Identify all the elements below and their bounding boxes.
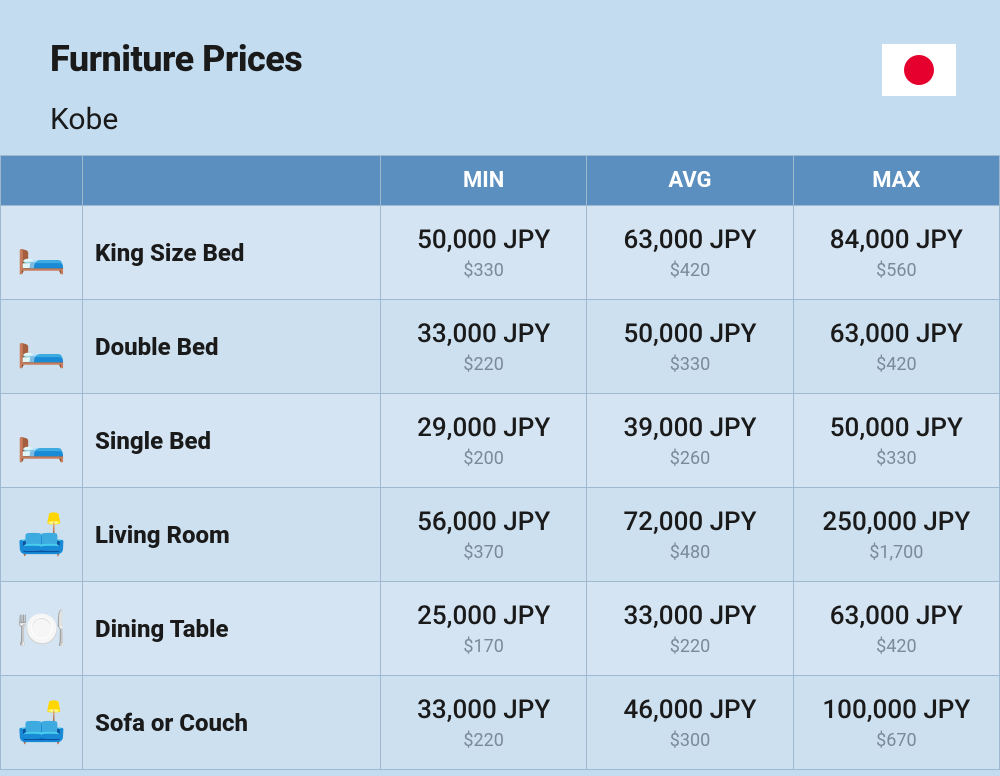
price-secondary: $220 xyxy=(381,730,586,751)
dining-icon: 🍽️ xyxy=(1,582,83,676)
price-secondary: $420 xyxy=(794,354,999,375)
table-header-row: MIN AVG MAX xyxy=(1,156,1000,206)
sofa-icon: 🛋️ xyxy=(1,676,83,770)
table-row: 🛋️ Sofa or Couch 33,000 JPY $220 46,000 … xyxy=(1,676,1000,770)
price-secondary: $670 xyxy=(794,730,999,751)
cell-avg: 39,000 JPY $260 xyxy=(587,394,793,488)
price-secondary: $200 xyxy=(381,448,586,469)
price-primary: 56,000 JPY xyxy=(381,506,586,539)
price-secondary: $480 xyxy=(587,542,792,563)
price-primary: 50,000 JPY xyxy=(381,224,586,257)
price-primary: 63,000 JPY xyxy=(587,224,792,257)
table-row: 🛏️ King Size Bed 50,000 JPY $330 63,000 … xyxy=(1,206,1000,300)
price-primary: 46,000 JPY xyxy=(587,694,792,727)
col-header-name xyxy=(83,156,381,206)
price-secondary: $170 xyxy=(381,636,586,657)
table-body: 🛏️ King Size Bed 50,000 JPY $330 63,000 … xyxy=(1,206,1000,770)
price-primary: 250,000 JPY xyxy=(794,506,999,539)
bed-icon: 🛏️ xyxy=(1,206,83,300)
price-secondary: $330 xyxy=(587,354,792,375)
price-primary: 29,000 JPY xyxy=(381,412,586,445)
flag-dot-icon xyxy=(904,55,934,85)
cell-max: 63,000 JPY $420 xyxy=(793,300,999,394)
table-row: 🛋️ Living Room 56,000 JPY $370 72,000 JP… xyxy=(1,488,1000,582)
cell-min: 33,000 JPY $220 xyxy=(381,300,587,394)
table-row: 🛏️ Double Bed 33,000 JPY $220 50,000 JPY… xyxy=(1,300,1000,394)
col-header-max: MAX xyxy=(793,156,999,206)
cell-min: 50,000 JPY $330 xyxy=(381,206,587,300)
price-primary: 63,000 JPY xyxy=(794,600,999,633)
row-name: Dining Table xyxy=(83,582,381,676)
cell-avg: 72,000 JPY $480 xyxy=(587,488,793,582)
price-secondary: $330 xyxy=(381,260,586,281)
price-secondary: $330 xyxy=(794,448,999,469)
price-secondary: $560 xyxy=(794,260,999,281)
price-secondary: $370 xyxy=(381,542,586,563)
price-primary: 50,000 JPY xyxy=(794,412,999,445)
price-primary: 33,000 JPY xyxy=(381,694,586,727)
cell-max: 50,000 JPY $330 xyxy=(793,394,999,488)
price-primary: 33,000 JPY xyxy=(381,318,586,351)
bed-icon: 🛏️ xyxy=(1,394,83,488)
price-secondary: $220 xyxy=(587,636,792,657)
price-primary: 25,000 JPY xyxy=(381,600,586,633)
price-primary: 50,000 JPY xyxy=(587,318,792,351)
cell-max: 100,000 JPY $670 xyxy=(793,676,999,770)
sofa-icon: 🛋️ xyxy=(1,488,83,582)
flag-japan xyxy=(882,44,956,96)
cell-min: 33,000 JPY $220 xyxy=(381,676,587,770)
price-secondary: $420 xyxy=(794,636,999,657)
header: Furniture Prices Kobe xyxy=(0,0,1000,155)
table-row: 🍽️ Dining Table 25,000 JPY $170 33,000 J… xyxy=(1,582,1000,676)
cell-max: 63,000 JPY $420 xyxy=(793,582,999,676)
price-primary: 39,000 JPY xyxy=(587,412,792,445)
price-table: MIN AVG MAX 🛏️ King Size Bed 50,000 JPY … xyxy=(0,155,1000,770)
price-secondary: $1,700 xyxy=(794,542,999,563)
cell-max: 84,000 JPY $560 xyxy=(793,206,999,300)
page-subtitle: Kobe xyxy=(50,102,950,137)
price-secondary: $420 xyxy=(587,260,792,281)
price-primary: 33,000 JPY xyxy=(587,600,792,633)
cell-min: 56,000 JPY $370 xyxy=(381,488,587,582)
cell-min: 29,000 JPY $200 xyxy=(381,394,587,488)
page: Furniture Prices Kobe MIN AVG MAX 🛏️ xyxy=(0,0,1000,776)
price-secondary: $300 xyxy=(587,730,792,751)
cell-min: 25,000 JPY $170 xyxy=(381,582,587,676)
cell-avg: 50,000 JPY $330 xyxy=(587,300,793,394)
price-primary: 84,000 JPY xyxy=(794,224,999,257)
price-secondary: $260 xyxy=(587,448,792,469)
price-primary: 72,000 JPY xyxy=(587,506,792,539)
price-secondary: $220 xyxy=(381,354,586,375)
cell-avg: 46,000 JPY $300 xyxy=(587,676,793,770)
price-primary: 63,000 JPY xyxy=(794,318,999,351)
col-header-min: MIN xyxy=(381,156,587,206)
cell-avg: 33,000 JPY $220 xyxy=(587,582,793,676)
col-header-icon xyxy=(1,156,83,206)
col-header-avg: AVG xyxy=(587,156,793,206)
row-name: Living Room xyxy=(83,488,381,582)
row-name: Single Bed xyxy=(83,394,381,488)
row-name: Double Bed xyxy=(83,300,381,394)
cell-max: 250,000 JPY $1,700 xyxy=(793,488,999,582)
row-name: Sofa or Couch xyxy=(83,676,381,770)
cell-avg: 63,000 JPY $420 xyxy=(587,206,793,300)
bed-icon: 🛏️ xyxy=(1,300,83,394)
page-title: Furniture Prices xyxy=(50,38,950,80)
price-primary: 100,000 JPY xyxy=(794,694,999,727)
row-name: King Size Bed xyxy=(83,206,381,300)
table-row: 🛏️ Single Bed 29,000 JPY $200 39,000 JPY… xyxy=(1,394,1000,488)
